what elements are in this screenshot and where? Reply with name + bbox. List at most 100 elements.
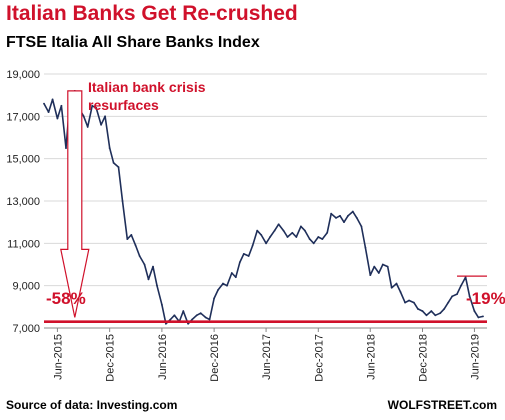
chart-subtitle: FTSE Italia All Share Banks Index bbox=[6, 34, 260, 51]
reference-lines bbox=[44, 275, 487, 323]
series-line bbox=[43, 90, 484, 325]
data-point bbox=[373, 265, 376, 268]
y-tick-label: 13,000 bbox=[6, 196, 40, 208]
data-point bbox=[56, 117, 59, 120]
x-tick-label: Jun-2018 bbox=[365, 334, 377, 380]
data-point bbox=[130, 233, 133, 236]
data-point bbox=[464, 276, 467, 279]
data-point bbox=[60, 104, 63, 107]
data-point bbox=[82, 115, 85, 118]
y-tick-label: 19,000 bbox=[6, 69, 40, 81]
data-point bbox=[330, 212, 333, 215]
data-point bbox=[282, 229, 285, 232]
data-point bbox=[121, 200, 124, 202]
data-point bbox=[317, 236, 320, 238]
data-point bbox=[369, 274, 372, 276]
data-point bbox=[339, 214, 341, 217]
data-point bbox=[434, 314, 437, 317]
data-point bbox=[208, 318, 211, 321]
data-point bbox=[251, 244, 254, 247]
data-point bbox=[447, 301, 450, 304]
drop-percent-label: -58% bbox=[46, 289, 86, 308]
data-point bbox=[286, 236, 289, 238]
data-point bbox=[417, 308, 419, 310]
data-point bbox=[143, 263, 146, 266]
data-point bbox=[260, 233, 263, 236]
y-axis: 7,000 9,000 11,000 13,000 15,000 17,000 19,000 bbox=[6, 69, 40, 335]
data-point bbox=[152, 265, 154, 268]
data-point bbox=[425, 314, 428, 317]
data-point bbox=[430, 310, 433, 312]
data-point bbox=[326, 231, 329, 234]
series-layer bbox=[43, 90, 484, 325]
data-point bbox=[335, 217, 337, 219]
data-point bbox=[100, 123, 102, 126]
data-point bbox=[395, 282, 398, 285]
data-point bbox=[51, 98, 54, 101]
data-point bbox=[238, 261, 241, 264]
y-tick-label: 9,000 bbox=[12, 281, 40, 293]
data-point bbox=[247, 255, 250, 257]
data-point bbox=[65, 147, 67, 149]
data-point bbox=[404, 301, 406, 304]
data-point bbox=[312, 242, 315, 245]
data-point bbox=[355, 217, 358, 219]
data-point bbox=[399, 291, 402, 293]
x-tick-label: Jun-2017 bbox=[261, 334, 273, 380]
data-point bbox=[164, 322, 167, 325]
data-point bbox=[451, 295, 454, 298]
data-point bbox=[134, 244, 137, 247]
data-point bbox=[95, 106, 98, 109]
x-tick-label: Jun-2016 bbox=[157, 334, 169, 380]
data-point bbox=[364, 246, 367, 249]
data-point bbox=[277, 223, 280, 226]
x-tick-label: Dec-2015 bbox=[105, 334, 117, 382]
y-tick-label: 7,000 bbox=[12, 323, 40, 335]
x-tick-label: Dec-2018 bbox=[417, 334, 429, 382]
data-point bbox=[299, 225, 302, 228]
data-point bbox=[242, 253, 245, 255]
data-point bbox=[295, 236, 298, 238]
data-point bbox=[477, 316, 480, 319]
data-point bbox=[199, 312, 202, 315]
data-point bbox=[321, 238, 324, 241]
data-point bbox=[156, 284, 158, 287]
data-point bbox=[126, 238, 129, 241]
data-point bbox=[213, 297, 216, 300]
x-tick-label: Dec-2017 bbox=[313, 334, 325, 382]
data-point bbox=[303, 229, 306, 232]
data-point bbox=[47, 111, 50, 113]
data-point bbox=[217, 289, 220, 291]
data-point bbox=[91, 104, 94, 107]
data-point bbox=[468, 295, 471, 298]
data-point bbox=[413, 301, 415, 304]
data-point bbox=[182, 310, 185, 312]
data-point bbox=[104, 115, 106, 118]
data-point bbox=[160, 303, 163, 306]
data-point bbox=[222, 282, 224, 285]
data-point bbox=[308, 238, 311, 241]
y-tick-label: 11,000 bbox=[7, 238, 40, 250]
y-tick-label: 17,000 bbox=[6, 111, 40, 123]
crisis-arrow bbox=[60, 90, 90, 318]
x-axis: Jun-2015 Dec-2015 Jun-2016 Dec-2016 Jun-2017… bbox=[44, 327, 487, 382]
data-point bbox=[169, 318, 172, 321]
data-point bbox=[473, 310, 476, 312]
data-point bbox=[269, 236, 271, 238]
data-point bbox=[291, 231, 294, 234]
data-point bbox=[421, 310, 424, 312]
data-point bbox=[191, 318, 194, 321]
x-tick-label: Jun-2019 bbox=[469, 334, 481, 380]
data-point bbox=[443, 308, 446, 310]
y-tick-label: 15,000 bbox=[6, 154, 40, 166]
data-point bbox=[108, 147, 111, 149]
data-point bbox=[117, 166, 120, 169]
data-point bbox=[482, 315, 484, 318]
data-point bbox=[439, 312, 442, 315]
data-point bbox=[381, 263, 384, 266]
data-point bbox=[460, 284, 462, 287]
data-point bbox=[360, 225, 363, 228]
data-point bbox=[187, 322, 190, 325]
data-point bbox=[456, 293, 458, 296]
